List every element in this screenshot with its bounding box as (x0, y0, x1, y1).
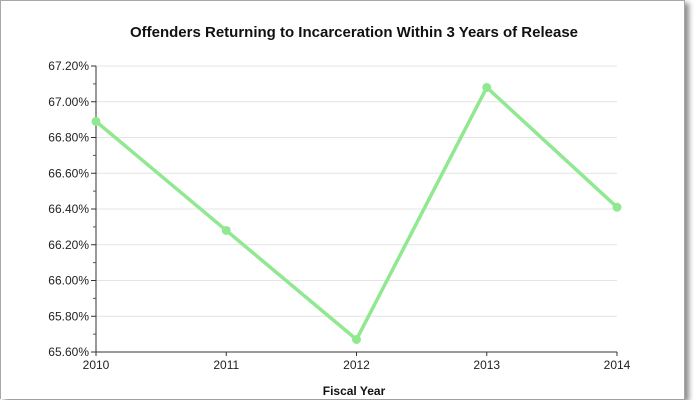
series-line (94, 85, 619, 342)
y-tick-label: 66.60% (48, 166, 89, 180)
line-chart: Offenders Returning to Incarceration Wit… (48, 24, 631, 398)
series-layer (91, 82, 622, 344)
grid-lines (96, 65, 617, 317)
data-point[interactable] (91, 116, 101, 126)
y-tick-label: 66.80% (48, 131, 89, 145)
data-point[interactable] (221, 225, 231, 235)
x-tick-label: 2013 (473, 358, 500, 372)
y-tick-label: 66.20% (48, 238, 89, 252)
x-axis-title: Fiscal Year (323, 384, 386, 398)
x-axis-ticks: 2010 2011 2012 2013 2014 (83, 352, 631, 372)
y-axis-ticks: 65.60% 65.80% 66.00% 66.20% 66.40% 66.60% 66.8… (48, 59, 96, 359)
y-tick-label: 66.40% (48, 202, 89, 216)
x-tick-label: 2010 (83, 358, 110, 372)
y-tick-label: 65.80% (48, 309, 89, 323)
data-point[interactable] (482, 82, 492, 92)
data-point[interactable] (612, 202, 622, 212)
x-tick-label: 2014 (604, 358, 631, 372)
chart-frame: Offenders Returning to Incarceration Wit… (0, 0, 685, 399)
y-tick-label: 67.00% (48, 95, 89, 109)
y-tick-label: 67.20% (48, 59, 89, 73)
chart-title: Offenders Returning to Incarceration Wit… (130, 24, 578, 41)
y-tick-label: 66.00% (48, 274, 89, 288)
x-tick-label: 2011 (213, 358, 239, 372)
data-point[interactable] (352, 334, 361, 344)
x-tick-label: 2012 (343, 358, 370, 372)
y-tick-label: 65.60% (48, 345, 89, 359)
